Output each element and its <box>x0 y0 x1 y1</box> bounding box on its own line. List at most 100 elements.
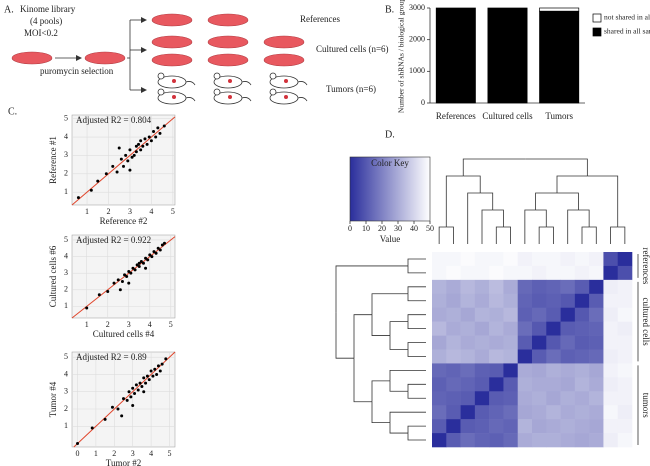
y-tick-label: 3 <box>64 268 68 277</box>
heatmap-cell <box>546 321 561 336</box>
dendrogram <box>389 422 408 434</box>
point <box>104 172 108 176</box>
point <box>90 426 94 430</box>
point <box>162 124 166 128</box>
mouse-ear <box>213 72 221 80</box>
point <box>147 135 151 139</box>
heatmap-cell <box>474 363 490 378</box>
heatmap-cell <box>446 377 461 392</box>
dendrogram <box>556 175 588 193</box>
heatmap-cell <box>503 349 519 364</box>
arrow-head <box>141 17 147 93</box>
y-tick-label: 0 <box>421 98 425 107</box>
panel-label: C. <box>8 106 17 117</box>
heatmap-cell <box>474 391 490 406</box>
x-tick-label: 3 <box>128 207 132 216</box>
point <box>76 442 80 446</box>
dish <box>207 53 249 67</box>
heatmap-cell <box>517 293 533 309</box>
mouse-ear <box>269 88 277 96</box>
heatmap-cell <box>460 265 476 281</box>
point <box>149 139 153 143</box>
legend-swatch <box>592 13 602 23</box>
dendrogram <box>535 192 557 210</box>
legend-label: shared in all samples <box>604 27 650 36</box>
y-tick-label: 2 <box>64 404 68 413</box>
heatmap-cell <box>503 405 519 420</box>
heatmap-cell <box>532 377 547 392</box>
mouse-ear <box>213 88 221 96</box>
heatmap-cell <box>603 265 619 281</box>
heatmap-cell <box>446 391 461 406</box>
heatmap-cell <box>617 391 633 406</box>
heatmap-cell <box>532 265 547 281</box>
y-tick-label: 4 <box>64 251 68 260</box>
heatmap-cell <box>560 265 576 281</box>
heatmap-cell <box>474 265 490 281</box>
y-axis-label: Cultured cells #6 <box>48 245 58 307</box>
y-tick-label: 1000 <box>409 66 425 75</box>
point <box>144 256 148 260</box>
heatmap-cell <box>603 405 619 420</box>
heatmap-cell <box>446 335 461 350</box>
heatmap-cell <box>617 265 633 281</box>
point <box>128 168 132 172</box>
heatmap-cell <box>489 321 504 336</box>
heatmap-cell <box>432 349 447 364</box>
dendrogram <box>546 226 554 244</box>
heatmap-cell <box>517 363 533 378</box>
point <box>152 130 156 134</box>
heatmap-cell <box>617 363 633 378</box>
heatmap-cell <box>532 307 547 322</box>
dendrogram <box>463 175 481 193</box>
heatmap-cell <box>546 335 561 350</box>
heatmap-cell <box>603 279 619 295</box>
heatmap-cell <box>517 405 533 420</box>
tumor-dot <box>284 95 288 99</box>
heatmap-cell <box>432 363 447 378</box>
dendrogram <box>587 175 619 227</box>
point <box>144 266 148 270</box>
x-axis-label: Tumor #2 <box>106 458 141 466</box>
mouse-tail <box>185 97 196 102</box>
heatmap-cell <box>589 405 604 420</box>
key-tick-label: 0 <box>348 224 352 233</box>
mouse-tail <box>297 81 308 86</box>
heatmap-cell <box>574 265 590 281</box>
heatmap-cell <box>517 321 533 336</box>
heatmap-cell <box>532 293 547 309</box>
point <box>127 390 131 394</box>
dendrogram <box>525 158 588 176</box>
heatmap-cell <box>489 363 504 378</box>
point <box>148 253 152 257</box>
heatmap-cell <box>560 252 576 267</box>
mouse-tail <box>241 97 252 102</box>
point <box>110 405 114 409</box>
mouse-ear <box>157 88 165 96</box>
point <box>85 306 89 310</box>
heatmap-cell <box>560 293 576 309</box>
panel-label: D. <box>385 129 395 140</box>
x-tick-label: References <box>436 111 476 121</box>
heatmap-cell <box>560 377 576 392</box>
heatmap-cell <box>546 293 561 309</box>
dendrogram <box>407 314 426 322</box>
heatmap-cell <box>532 419 547 434</box>
dendrogram <box>371 293 408 315</box>
heatmap-cell <box>589 307 604 322</box>
heatmap-cell <box>489 335 504 350</box>
row-group-label: cultured cells <box>641 298 650 347</box>
heatmap-cell <box>560 363 576 378</box>
heatmap-cell <box>474 335 490 350</box>
heatmap-cell <box>546 405 561 420</box>
heatmap-cell <box>489 252 504 267</box>
x-tick-label: 3 <box>127 320 131 329</box>
dendrogram <box>538 226 547 244</box>
point <box>140 385 144 389</box>
legend-label: not shared in all samples <box>604 13 650 22</box>
x-tick-label: Cultured cells <box>482 111 533 121</box>
point <box>150 255 154 259</box>
heatmap-cell <box>532 363 547 378</box>
point <box>97 293 101 297</box>
heatmap-cell <box>574 419 590 434</box>
